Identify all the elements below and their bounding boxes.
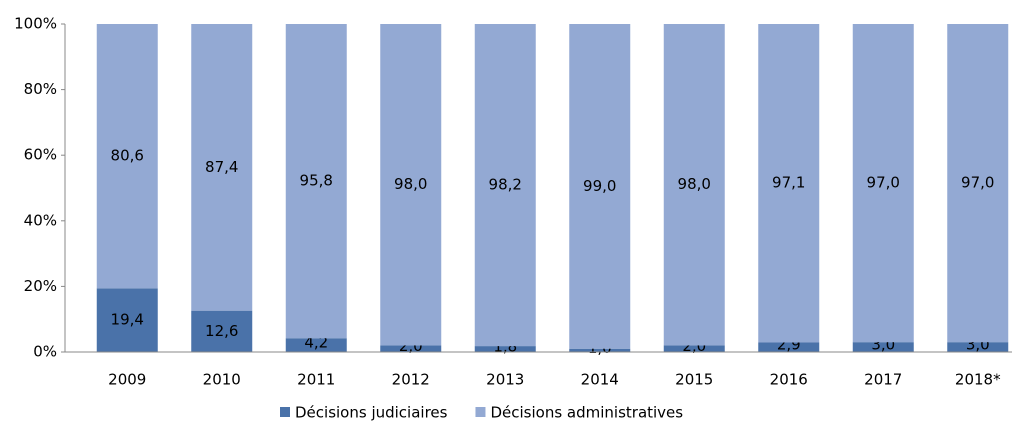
bar-segment	[474, 346, 536, 352]
data-label: 97,0	[961, 174, 994, 192]
x-tick-label: 2009	[108, 371, 146, 389]
legend-swatch	[475, 407, 486, 417]
data-label: 12,6	[205, 322, 238, 340]
legend-label: Décisions administratives	[490, 404, 683, 422]
x-tick-label: 2010	[203, 371, 241, 389]
data-label: 80,6	[111, 147, 144, 165]
bar-segment	[758, 24, 820, 343]
x-tick-label: 2013	[486, 371, 524, 389]
bar-segment	[569, 348, 631, 352]
data-label: 98,0	[678, 175, 711, 193]
y-tick-label: 100%	[14, 15, 57, 33]
bar-segment	[947, 24, 1009, 343]
x-tick-label: 2012	[392, 371, 430, 389]
bar-segment	[663, 345, 725, 352]
bar-segment	[663, 24, 725, 346]
x-tick-label: 2014	[581, 371, 619, 389]
bar-segment	[191, 24, 253, 311]
bar-segment	[758, 342, 820, 352]
y-tick-label: 40%	[24, 211, 57, 229]
data-label: 98,0	[394, 175, 427, 193]
legend-swatch	[280, 407, 290, 417]
data-label: 19,4	[111, 311, 144, 329]
bar-segment	[380, 24, 442, 346]
bar-segment	[285, 338, 347, 352]
y-tick-label: 80%	[24, 80, 57, 98]
data-label: 97,0	[867, 174, 900, 192]
data-label: 97,1	[772, 174, 805, 192]
data-label: 98,2	[489, 176, 522, 194]
data-label: 87,4	[205, 158, 238, 176]
y-tick-label: 20%	[24, 277, 57, 295]
y-tick-label: 60%	[24, 146, 57, 164]
legend-label: Décisions judiciaires	[295, 404, 448, 422]
bar-segment	[852, 24, 914, 343]
data-label: 95,8	[300, 172, 333, 190]
bar-segment	[947, 342, 1009, 352]
x-tick-label: 2015	[675, 371, 713, 389]
bar-segment	[191, 310, 253, 352]
x-tick-label: 2016	[770, 371, 808, 389]
x-tick-label: 2018*	[955, 371, 1001, 389]
x-tick-label: 2017	[864, 371, 902, 389]
bar-segment	[380, 345, 442, 352]
bar-segment	[852, 342, 914, 352]
bar-segment	[474, 24, 536, 347]
y-tick-label: 0%	[33, 343, 57, 361]
x-tick-label: 2011	[297, 371, 335, 389]
bar-segment	[569, 24, 631, 349]
bar-segment	[96, 24, 158, 289]
bar-segment	[285, 24, 347, 339]
data-label: 99,0	[583, 177, 616, 195]
bar-segment	[96, 288, 158, 352]
